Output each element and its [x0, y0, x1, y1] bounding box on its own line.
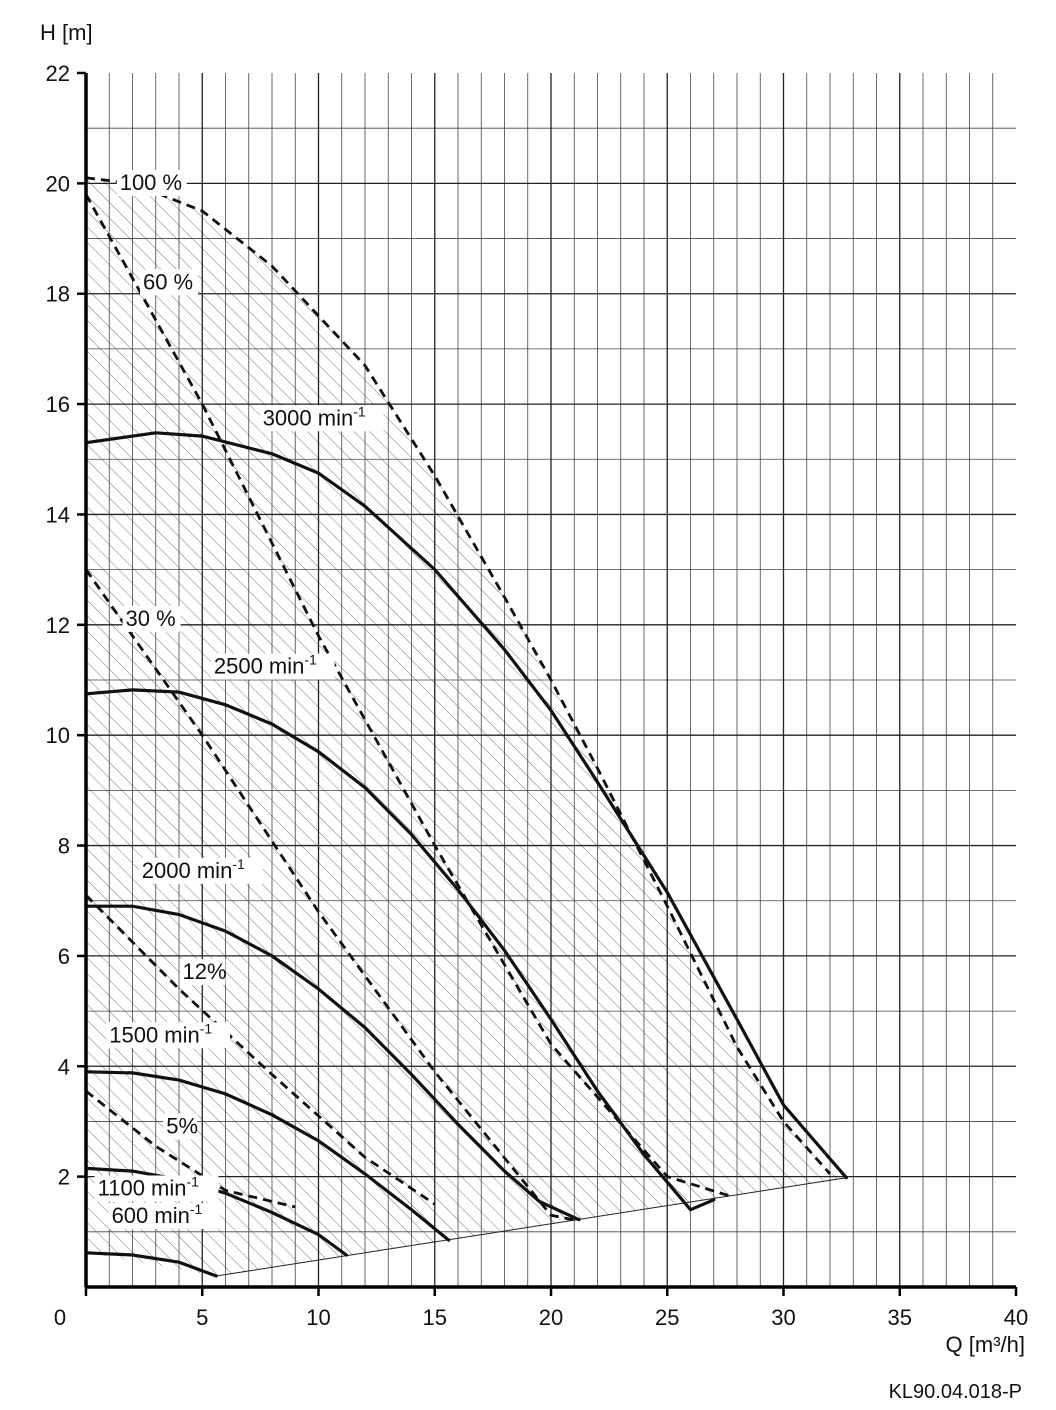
speed-curve-label: 3000 min-1: [263, 403, 366, 430]
speed-curve: [84, 1166, 348, 1257]
y-tick-label: 12: [46, 613, 70, 638]
efficiency-curve: [85, 894, 436, 1206]
label-background: [138, 857, 263, 884]
speed-curve-label: 1500 min-1: [109, 1020, 212, 1047]
label-background: [122, 605, 181, 632]
efficiency-curve: [84, 193, 731, 1198]
efficiency-curve-label: 100 %: [120, 170, 182, 195]
x-tick-label: 40: [1004, 1305, 1028, 1330]
efficiency-curve-label: 12%: [182, 959, 226, 984]
x-tick-label: 20: [539, 1305, 563, 1330]
speed-curve: [84, 1251, 218, 1278]
chart-reference-code: KL90.04.018-P: [889, 1381, 1022, 1403]
y-tick-label: 8: [58, 834, 70, 859]
label-background: [94, 1175, 219, 1202]
x-tick-label: 25: [655, 1305, 679, 1330]
x-tick-label: 10: [306, 1305, 330, 1330]
speed-curve-label: 2500 min-1: [214, 652, 317, 679]
y-tick-label: 18: [46, 282, 70, 307]
y-tick-label: 4: [58, 1054, 70, 1079]
efficiency-curve: [85, 176, 832, 1175]
y-tick-label: 14: [46, 502, 70, 527]
speed-curve-label: 2000 min-1: [142, 856, 245, 883]
label-background: [106, 1022, 231, 1049]
x-axis-title: Q [m³/h]: [946, 1332, 1025, 1357]
label-background: [116, 169, 187, 196]
x-tick-label: 30: [771, 1305, 795, 1330]
hatched-operating-region: [86, 177, 847, 1276]
speed-curve-label: 1100 min-1: [98, 1173, 200, 1200]
speed-curve: [84, 688, 716, 1212]
label-background: [163, 1113, 198, 1140]
efficiency-curve-label: 5%: [166, 1114, 198, 1139]
y-tick-label: 20: [46, 171, 70, 196]
label-background: [108, 1203, 221, 1230]
speed-curve: [84, 1070, 451, 1242]
y-tick-label: 16: [46, 392, 70, 417]
speed-curve-label: 600 min-1: [112, 1201, 203, 1228]
efficiency-curve: [84, 568, 580, 1223]
y-tick-label: 22: [46, 61, 70, 86]
label-background: [139, 269, 198, 296]
label-background: [210, 653, 335, 680]
label-background: [179, 959, 226, 986]
speed-curve: [84, 431, 848, 1180]
x-tick-label: 15: [423, 1305, 447, 1330]
label-background: [259, 405, 384, 432]
x-tick-label: 0: [54, 1305, 66, 1330]
efficiency-curve-label: 60 %: [143, 269, 193, 294]
speed-curve: [84, 904, 581, 1222]
x-tick-label: 35: [888, 1305, 912, 1330]
efficiency-curve-label: 30 %: [126, 606, 176, 631]
x-tick-label: 5: [196, 1305, 208, 1330]
lower-boundary-line: [216, 1177, 847, 1277]
y-tick-label: 6: [58, 944, 70, 969]
y-tick-label: 2: [58, 1165, 70, 1190]
y-tick-label: 10: [46, 723, 70, 748]
y-axis-title: H [m]: [40, 20, 93, 45]
